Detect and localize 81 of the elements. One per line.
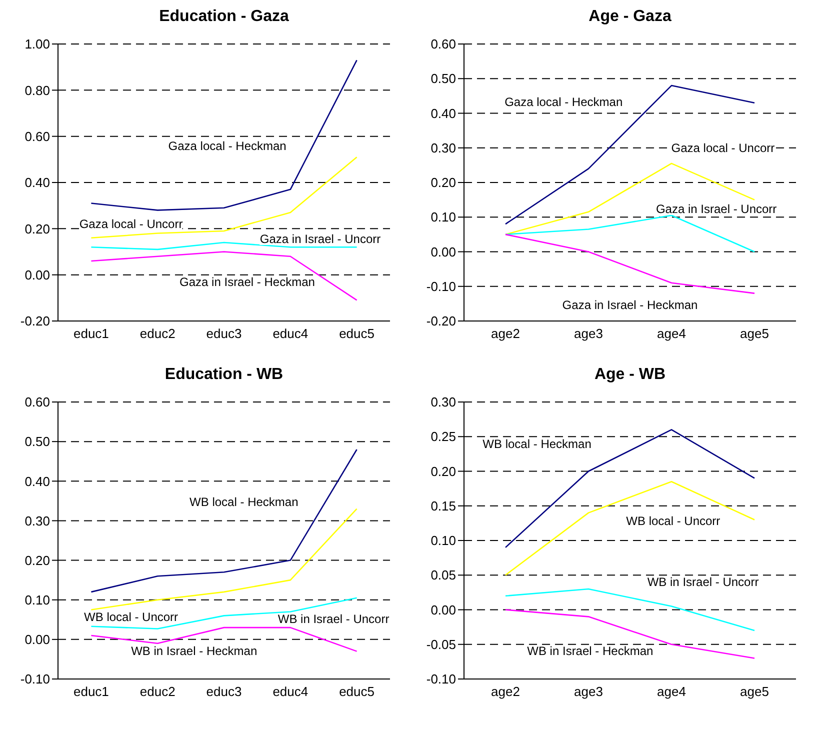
y-tick-label: 0.10 <box>430 533 456 548</box>
line-series <box>504 429 756 548</box>
y-tick-label: 0.25 <box>430 429 456 444</box>
y-tick-label: -0.10 <box>20 672 50 687</box>
y-tick-label: -0.05 <box>426 636 456 652</box>
chart-title: Age - WB <box>593 366 667 385</box>
y-tick-label: 0.20 <box>430 464 456 479</box>
series-label: WB local - Heckman <box>190 494 298 509</box>
y-tick-label: 0.00 <box>24 632 50 648</box>
chart-title: Age - Gaza <box>588 8 672 27</box>
x-tick-label: age4 <box>657 326 686 342</box>
y-tick-label: 0.30 <box>430 394 456 410</box>
x-tick-label: age4 <box>657 684 686 700</box>
y-tick-label: -0.10 <box>426 672 456 687</box>
series-label: Gaza local - Uncorr <box>79 217 183 232</box>
series-label: WB local - Heckman <box>482 436 592 451</box>
x-tick-label: educ3 <box>206 684 242 700</box>
x-tick-label: educ5 <box>339 326 375 342</box>
series-label: Gaza local - Uncorr <box>671 140 775 155</box>
y-tick-label: 0.30 <box>430 140 456 156</box>
y-tick-label: 0.80 <box>24 82 50 98</box>
y-tick-label: 0.00 <box>24 267 50 282</box>
chart-title: Education - WB <box>164 366 284 385</box>
line-series <box>504 588 756 632</box>
x-tick-label: age3 <box>574 684 603 700</box>
series-label: Gaza local - Heckman <box>504 95 623 110</box>
line-series <box>504 480 756 576</box>
y-tick-label: -0.20 <box>20 314 50 329</box>
x-tick-label: educ4 <box>272 684 308 700</box>
x-tick-label: educ4 <box>272 326 308 342</box>
series-label: Gaza in Israel - Heckman <box>180 275 315 290</box>
line-series <box>90 508 358 610</box>
y-tick-label: 0.10 <box>430 210 456 225</box>
y-tick-label: 0.05 <box>430 568 456 583</box>
y-tick-label: 0.60 <box>24 394 50 410</box>
x-tick-label: age2 <box>491 684 520 700</box>
y-tick-label: 0.60 <box>430 36 456 52</box>
series-label: WB local - Uncorr <box>626 514 720 528</box>
x-tick-label: age5 <box>740 684 769 700</box>
series-label: WB in Israel - Heckman <box>131 644 258 658</box>
line-series <box>90 448 358 593</box>
x-tick-label: educ1 <box>73 326 109 342</box>
x-tick-label: educ2 <box>140 684 176 700</box>
y-tick-label: 0.40 <box>24 175 50 190</box>
y-tick-label: 0.40 <box>24 474 50 489</box>
series-label: Gaza in Israel - Uncorr <box>656 202 777 216</box>
y-tick-label: 0.50 <box>24 434 50 450</box>
x-tick-label: age2 <box>491 326 520 342</box>
y-tick-label: 0.40 <box>430 106 456 121</box>
y-tick-label: 0.15 <box>430 498 456 514</box>
line-series <box>90 60 358 211</box>
line-series <box>90 251 358 301</box>
x-tick-label: age3 <box>574 326 603 342</box>
series-label: WB in Israel - Uncorr <box>647 575 759 590</box>
series-label: WB local - Uncorr <box>84 610 178 624</box>
series-label: WB in Israel - Uncorr <box>278 612 390 626</box>
line-series <box>504 609 756 659</box>
y-tick-label: 1.00 <box>24 36 50 52</box>
series-label: Gaza in Israel - Heckman <box>562 298 698 312</box>
y-tick-label: 0.20 <box>24 221 50 236</box>
y-tick-label: -0.10 <box>426 278 456 294</box>
series-label: Gaza in Israel - Uncorr <box>260 232 381 246</box>
series-label: WB in Israel - Heckman <box>527 644 654 658</box>
x-tick-label: educ5 <box>339 684 375 700</box>
x-tick-label: age5 <box>740 326 769 342</box>
y-tick-label: 0.20 <box>24 552 50 568</box>
x-tick-label: educ1 <box>73 684 109 700</box>
series-label: Gaza local - Heckman <box>168 139 286 154</box>
y-tick-label: 0.20 <box>430 175 456 190</box>
y-tick-label: -0.20 <box>426 314 456 329</box>
line-series <box>504 214 756 252</box>
chart-title: Education - Gaza <box>158 8 290 27</box>
y-tick-label: 0.10 <box>24 592 50 608</box>
y-tick-label: 0.30 <box>24 513 50 528</box>
x-tick-label: educ2 <box>140 326 176 342</box>
y-tick-label: 0.00 <box>430 602 456 618</box>
y-tick-label: 0.00 <box>430 244 456 260</box>
y-tick-label: 0.50 <box>430 71 456 86</box>
line-series <box>504 234 756 294</box>
y-tick-label: 0.60 <box>24 128 50 144</box>
x-tick-label: educ3 <box>206 326 242 342</box>
